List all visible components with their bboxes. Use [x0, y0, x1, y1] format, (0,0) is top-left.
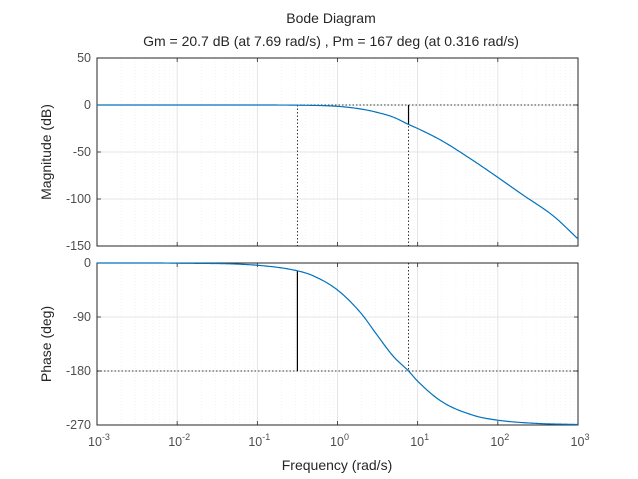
x-tick-label: 103: [571, 432, 590, 449]
mag-y-tick-label: 50: [77, 51, 91, 65]
mag-y-tick-label: -50: [73, 145, 91, 159]
phase-y-tick-labels: 0 -90 -180 -270: [66, 256, 91, 432]
magnitude-y-tick-labels: 50 0 -50 -100 -150: [66, 51, 91, 253]
x-tick-label: 101: [410, 432, 429, 449]
magnitude-panel: 50 0 -50 -100 -150 Magnitude (dB): [38, 51, 579, 253]
x-tick-labels: 10-3 10-2 10-1 100 101 102 103: [88, 432, 589, 449]
magnitude-axes-box: [96, 57, 579, 247]
chart-subtitle: Gm = 20.7 dB (at 7.69 rad/s) , Pm = 167 …: [143, 33, 519, 49]
x-tick-label: 10-2: [168, 432, 190, 449]
magnitude-y-axis-label: Magnitude (dB): [38, 104, 54, 200]
x-tick-label: 100: [330, 432, 349, 449]
x-tick-label: 10-1: [248, 432, 270, 449]
mag-y-tick-label: 0: [84, 98, 91, 112]
phase-y-tick-label: -180: [66, 364, 91, 378]
mag-y-tick-label: -100: [66, 192, 91, 206]
phase-panel: 0 -90 -180 -270 Phase (deg): [38, 256, 579, 432]
phase-y-tick-label: 0: [84, 256, 91, 270]
magnitude-margin-markers: [97, 104, 578, 246]
phase-axes-box: [96, 262, 579, 426]
phase-y-tick-label: -270: [66, 418, 91, 432]
phase-series-line: [97, 262, 579, 426]
magnitude-series-line: [97, 104, 579, 240]
phase-margin-markers: [97, 263, 578, 372]
x-tick-label: 102: [490, 432, 509, 449]
x-tick-label: 10-3: [88, 432, 110, 449]
phase-y-tick-label: -90: [73, 310, 91, 324]
x-axis-label: Frequency (rad/s): [282, 457, 392, 473]
phase-y-axis-label: Phase (deg): [38, 306, 54, 382]
chart-title: Bode Diagram: [286, 10, 376, 26]
mag-y-tick-label: -150: [66, 239, 91, 253]
